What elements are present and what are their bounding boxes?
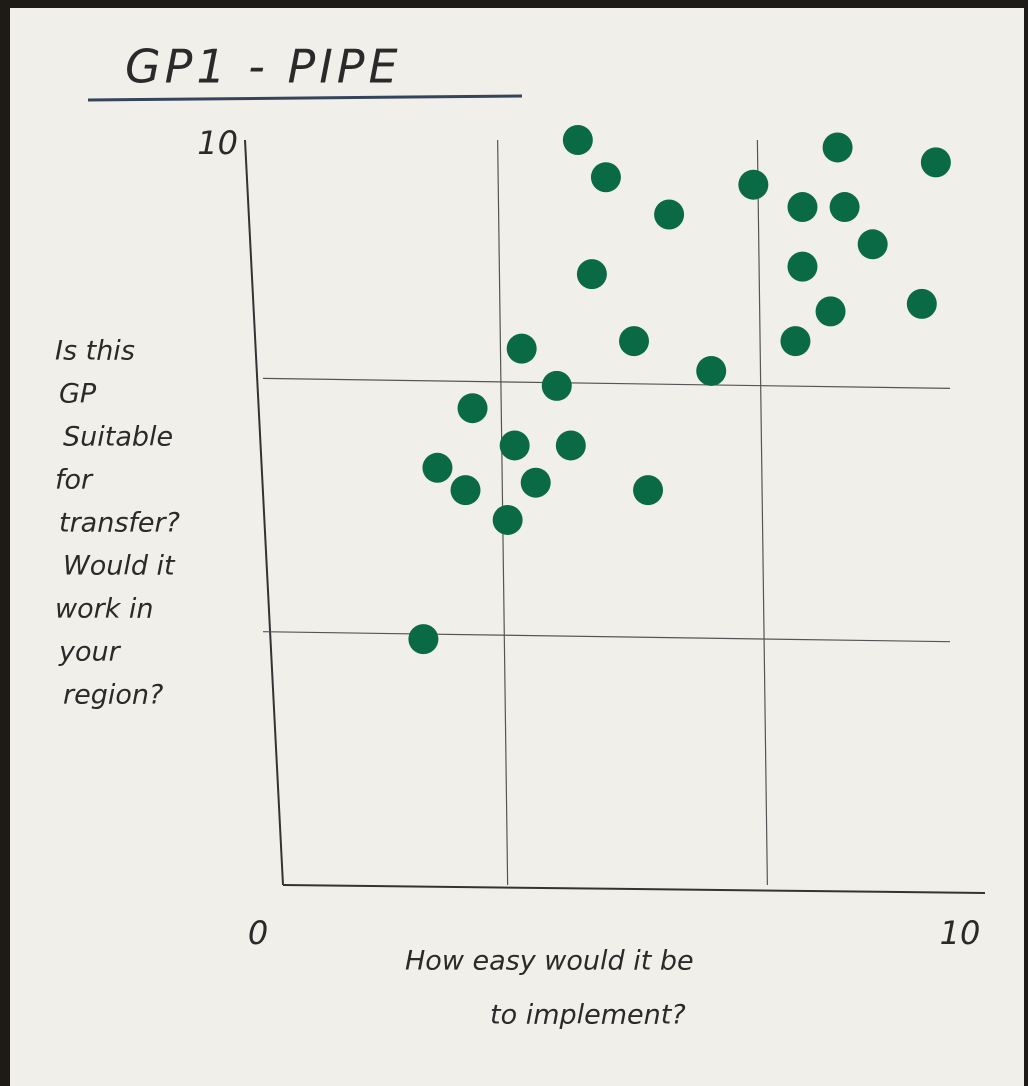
point bbox=[450, 475, 481, 506]
y-axis-label: Is this bbox=[55, 336, 135, 367]
y-tick-label: 10 bbox=[197, 124, 238, 162]
point bbox=[408, 624, 439, 655]
x-tick-label: 10 bbox=[940, 914, 981, 952]
point bbox=[787, 251, 818, 282]
point bbox=[499, 430, 530, 461]
point bbox=[920, 147, 951, 178]
x-axis-label: to implement? bbox=[490, 1000, 686, 1031]
point bbox=[857, 229, 888, 260]
y-axis-label: Would it bbox=[63, 551, 176, 582]
title-underline bbox=[87, 94, 523, 102]
chart-title: GP1 - PIPE bbox=[125, 40, 402, 94]
x-axis bbox=[282, 884, 986, 894]
point bbox=[520, 467, 551, 498]
point bbox=[738, 169, 769, 200]
grid-line bbox=[756, 139, 768, 886]
point bbox=[541, 370, 572, 401]
y-axis-label: your bbox=[58, 637, 122, 668]
y-axis bbox=[244, 139, 284, 886]
point bbox=[696, 355, 727, 386]
point bbox=[422, 452, 453, 483]
point bbox=[633, 475, 664, 506]
point bbox=[780, 326, 811, 357]
point bbox=[562, 125, 593, 155]
point bbox=[576, 259, 607, 290]
x-tick-label: 0 bbox=[248, 914, 268, 952]
y-axis-label: region? bbox=[63, 680, 163, 711]
point bbox=[829, 192, 860, 223]
point bbox=[815, 296, 846, 327]
paper bbox=[10, 8, 1024, 1086]
point bbox=[590, 162, 621, 193]
point bbox=[555, 430, 586, 461]
y-axis-label: for bbox=[55, 465, 94, 496]
point bbox=[906, 288, 937, 319]
point bbox=[492, 504, 523, 535]
point bbox=[787, 192, 818, 223]
y-axis-label: work in bbox=[55, 594, 154, 625]
point bbox=[506, 333, 537, 364]
grid-line bbox=[262, 631, 951, 643]
grid-line bbox=[262, 377, 951, 389]
y-axis-label: transfer? bbox=[59, 508, 180, 539]
x-axis-label: How easy would it be bbox=[405, 946, 694, 977]
y-axis-label: GP bbox=[59, 379, 97, 410]
point bbox=[822, 132, 853, 163]
point bbox=[457, 393, 488, 424]
point bbox=[619, 326, 649, 357]
y-axis-label: Suitable bbox=[63, 422, 173, 453]
point bbox=[654, 199, 685, 230]
